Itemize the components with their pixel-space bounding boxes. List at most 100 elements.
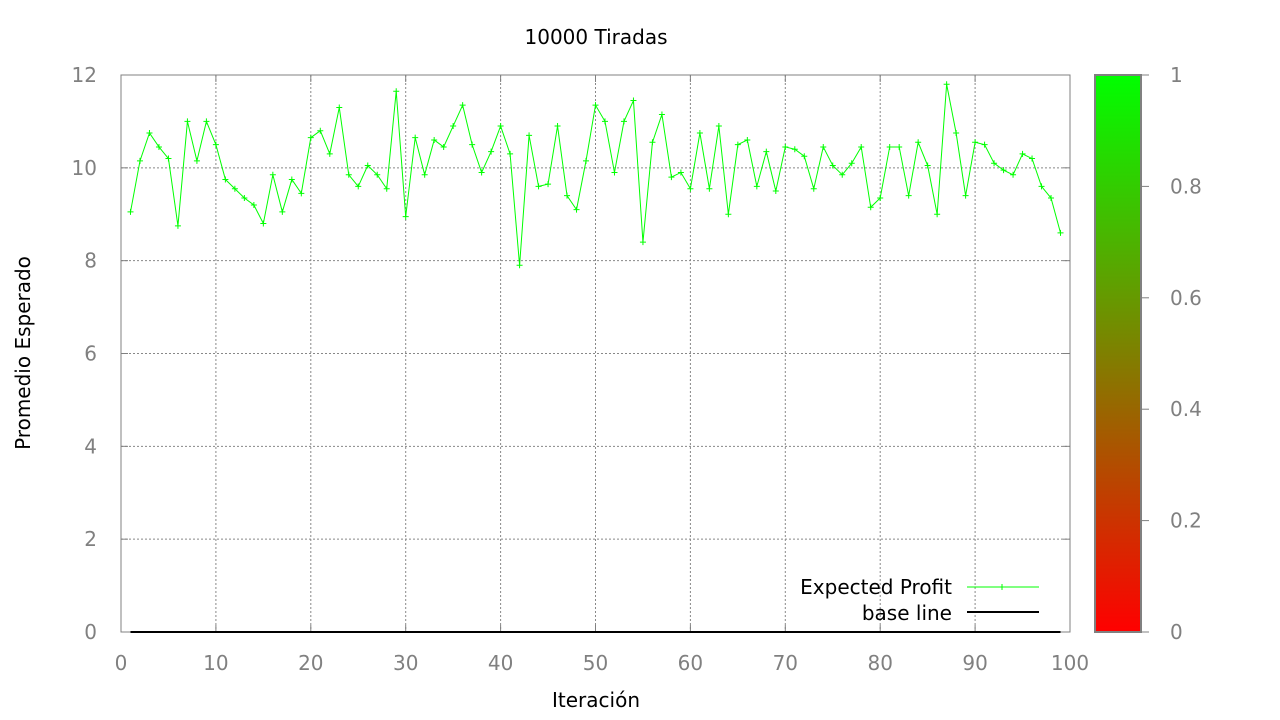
x-tick-label: 80 — [867, 651, 892, 675]
data-point — [127, 208, 134, 215]
data-point — [639, 239, 646, 246]
data-point — [336, 104, 343, 111]
data-point — [155, 143, 162, 150]
x-tick-label: 70 — [773, 651, 798, 675]
data-point — [345, 171, 352, 178]
data-point — [383, 185, 390, 192]
data-point — [972, 139, 979, 146]
x-tick-label: 60 — [678, 651, 703, 675]
grid — [121, 75, 1070, 632]
data-point — [317, 127, 324, 134]
data-point — [810, 185, 817, 192]
data-point — [497, 123, 504, 130]
colorbar-tick-label: 1 — [1170, 63, 1183, 87]
data-point — [212, 141, 219, 148]
data-point — [886, 143, 893, 150]
colorbar-tick-label: 0.6 — [1170, 286, 1202, 310]
data-point — [136, 157, 143, 164]
data-point — [364, 162, 371, 169]
data-point — [374, 171, 381, 178]
data-point — [412, 134, 419, 141]
x-tick-label: 10 — [203, 651, 228, 675]
data-point — [1000, 167, 1007, 174]
colorbar-tick-label: 0.2 — [1170, 509, 1202, 533]
colorbar-tick-label: 0 — [1170, 620, 1183, 644]
colorbar-tick-label: 0.4 — [1170, 397, 1202, 421]
data-point — [687, 185, 694, 192]
data-point — [991, 160, 998, 167]
data-point — [953, 130, 960, 137]
data-point — [431, 136, 438, 143]
data-point — [772, 188, 779, 195]
y-tick-label: 8 — [84, 249, 97, 273]
data-point — [459, 102, 466, 109]
data-point — [1057, 229, 1064, 236]
data-point — [592, 102, 599, 109]
data-point — [924, 162, 931, 169]
data-point — [791, 146, 798, 153]
x-axis-title: Iteración — [552, 688, 640, 712]
data-point — [801, 153, 808, 160]
colorbar — [1094, 74, 1142, 633]
y-axis-title: Promedio Esperado — [11, 256, 35, 450]
data-point — [535, 183, 542, 190]
legend-label-base-line: base line — [862, 601, 952, 625]
data-point — [478, 169, 485, 176]
data-point — [867, 204, 874, 211]
data-point — [649, 139, 656, 146]
colorbar-tick-label: 0.8 — [1170, 174, 1202, 198]
data-point — [877, 195, 884, 202]
data-point — [677, 169, 684, 176]
x-tick-label: 50 — [583, 651, 608, 675]
data-point — [165, 155, 172, 162]
data-point — [848, 160, 855, 167]
x-tick-label: 100 — [1051, 651, 1089, 675]
data-point — [981, 141, 988, 148]
data-point — [820, 143, 827, 150]
data-point — [782, 143, 789, 150]
data-point — [1019, 150, 1026, 157]
data-point — [355, 183, 362, 190]
data-point — [402, 213, 409, 220]
data-point — [326, 150, 333, 157]
data-point — [706, 185, 713, 192]
x-tick-label: 0 — [115, 651, 128, 675]
data-point — [896, 143, 903, 150]
x-tick-label: 20 — [298, 651, 323, 675]
x-tick-label: 90 — [962, 651, 987, 675]
legend: Expected Profit base line — [800, 575, 1039, 625]
data-point — [526, 132, 533, 139]
data-point — [696, 130, 703, 137]
data-point — [260, 220, 267, 227]
colorbar-ticks: 0 0.2 0.4 0.6 0.8 1 — [1141, 63, 1202, 644]
data-point — [231, 185, 238, 192]
data-point — [1038, 183, 1045, 190]
data-point — [298, 190, 305, 197]
y-axis-ticks: 0 2 4 6 8 10 12 — [72, 63, 97, 644]
data-point — [440, 143, 447, 150]
data-point — [734, 141, 741, 148]
legend-label-expected-profit: Expected Profit — [800, 575, 952, 599]
data-point — [839, 171, 846, 178]
data-point — [744, 136, 751, 143]
data-point — [1029, 155, 1036, 162]
data-point — [193, 157, 200, 164]
data-point — [620, 118, 627, 125]
x-axis-ticks: 0 10 20 30 40 50 60 70 80 90 100 — [115, 651, 1089, 675]
data-point — [288, 176, 295, 183]
data-point — [564, 192, 571, 199]
data-point — [450, 123, 457, 130]
data-point — [1010, 171, 1017, 178]
data-point — [174, 222, 181, 229]
x-tick-label: 40 — [488, 651, 513, 675]
data-point — [241, 195, 248, 202]
data-point — [658, 111, 665, 118]
data-point — [469, 141, 476, 148]
y-tick-label: 12 — [72, 63, 97, 87]
data-point — [611, 169, 618, 176]
data-point — [203, 118, 210, 125]
data-point — [630, 97, 637, 104]
data-point — [715, 123, 722, 130]
data-point — [545, 181, 552, 188]
